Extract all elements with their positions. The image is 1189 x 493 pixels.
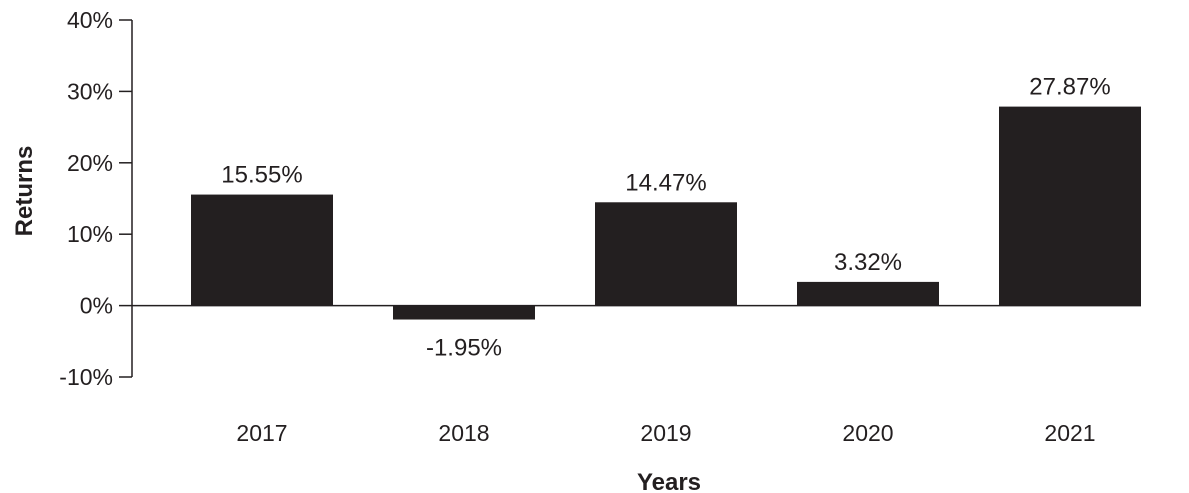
bar-2020	[797, 281, 939, 306]
y-tick-label: 10%	[67, 221, 113, 247]
bars-group	[191, 106, 1141, 320]
bar-2018	[393, 305, 535, 320]
bar-2019	[595, 202, 737, 306]
bar-2017	[191, 194, 333, 306]
data-label-2019: 14.47%	[625, 169, 706, 196]
y-tick-label: 0%	[80, 293, 113, 319]
y-axis-title: Returns	[11, 146, 38, 237]
bar-2021	[999, 106, 1141, 306]
x-tick-label-2017: 2017	[236, 420, 287, 446]
x-tick-label-2019: 2019	[640, 420, 691, 446]
data-label-2018: -1.95%	[426, 335, 502, 362]
x-axis-title: Years	[637, 469, 701, 493]
data-label-2021: 27.87%	[1029, 74, 1110, 101]
y-tick-label: 30%	[67, 78, 113, 104]
x-tick-labels-group: 2017 2018 2019 2020 2021	[236, 420, 1095, 446]
y-tick-label: 20%	[67, 150, 113, 176]
y-axis: 40% 30% 20% 10% 0% -10%	[59, 7, 1141, 390]
y-tick-label: 40%	[67, 7, 113, 33]
x-tick-label-2018: 2018	[438, 420, 489, 446]
data-label-2017: 15.55%	[221, 162, 302, 189]
data-label-2020: 3.32%	[834, 249, 902, 276]
x-tick-label-2020: 2020	[842, 420, 893, 446]
x-tick-label-2021: 2021	[1044, 420, 1095, 446]
data-labels-group: 15.55% -1.95% 14.47% 3.32% 27.87%	[221, 74, 1110, 362]
y-tick-label: -10%	[59, 364, 113, 390]
